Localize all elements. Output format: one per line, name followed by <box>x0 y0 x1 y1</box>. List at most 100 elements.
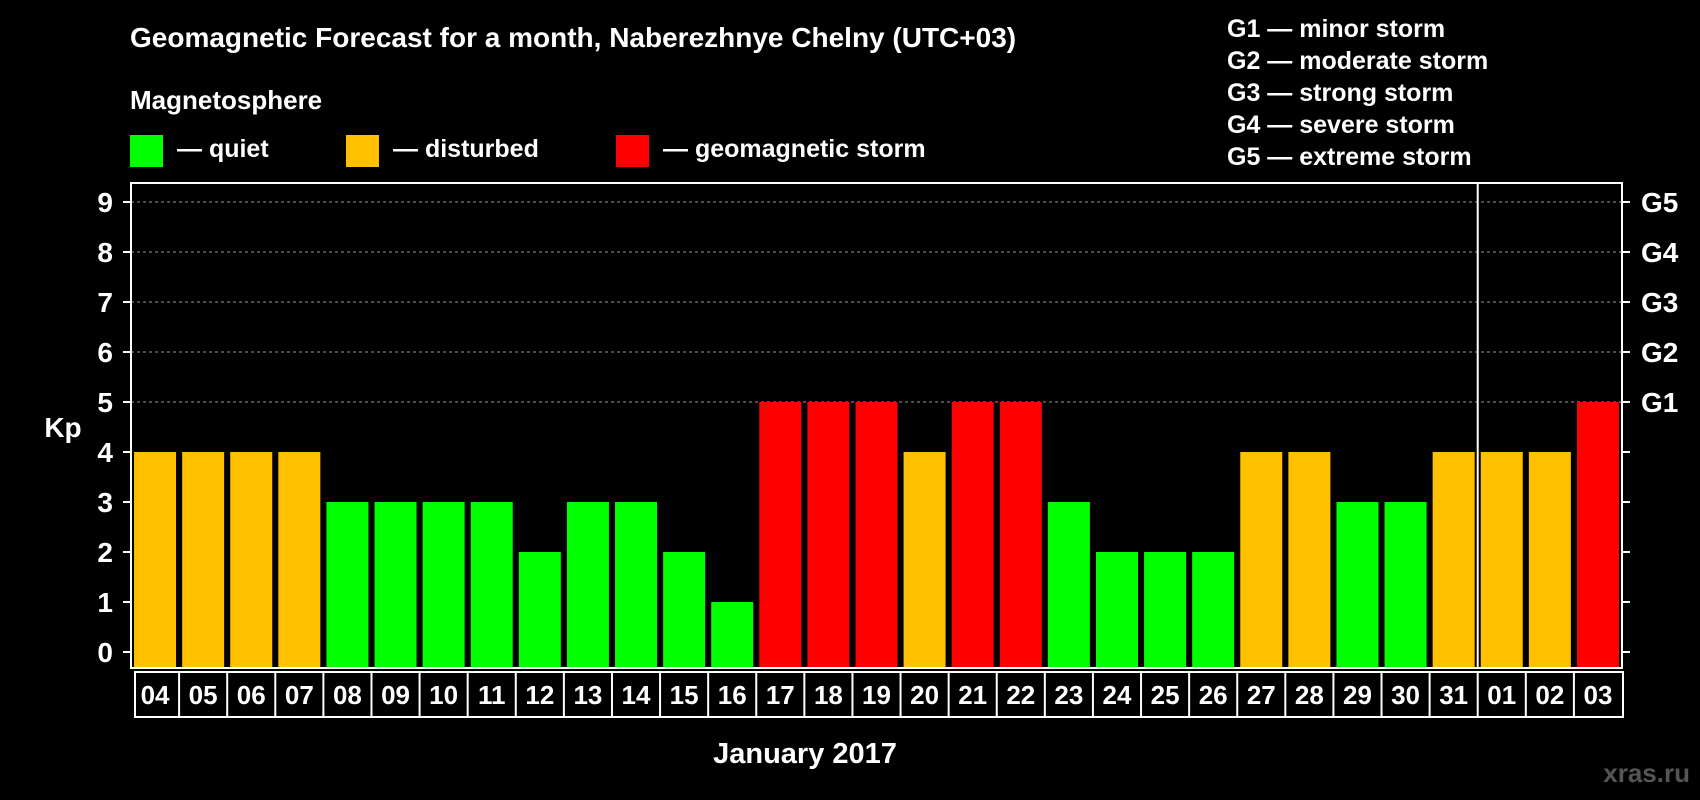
x-axis: 04 05 06 07 08 09 10 11 12 13 14 15 16 17 18 19 20 21 22 23… <box>134 671 1624 718</box>
storm-level-label: G3 <box>1641 287 1678 318</box>
x-tick-label: 20 <box>910 680 939 710</box>
storm-level-label: G2 <box>1641 337 1678 368</box>
x-tick-label: 23 <box>1054 680 1083 710</box>
x-tick-label: 05 <box>189 680 218 710</box>
bar-12 <box>518 552 561 668</box>
y-tick-label: 9 <box>97 187 113 218</box>
x-tick-label: 09 <box>381 680 410 710</box>
bar-24 <box>1095 552 1138 668</box>
chart-title: Geomagnetic Forecast for a month, Nabere… <box>130 22 1016 53</box>
x-tick-label: 25 <box>1151 680 1180 710</box>
x-tick-label: 01 <box>1487 680 1516 710</box>
legend-swatch <box>346 135 379 167</box>
y-tick-label: 4 <box>97 437 113 468</box>
x-tick-label: 19 <box>862 680 891 710</box>
bar-17 <box>759 402 802 668</box>
x-tick-label: 02 <box>1535 680 1564 710</box>
storm-level-label: G5 <box>1641 187 1678 218</box>
x-tick-label: 16 <box>718 680 747 710</box>
legend-swatch <box>130 135 163 167</box>
storm-scale-legend: G1 — minor storm G2 — moderate storm G3 — … <box>1227 15 1488 171</box>
legend-label: — geomagnetic storm <box>663 135 926 163</box>
bar-29 <box>1336 502 1379 668</box>
bar-26 <box>1192 552 1235 668</box>
plot-frame <box>130 182 1623 669</box>
bar-22 <box>999 402 1042 668</box>
bar-01 <box>1480 452 1523 668</box>
watermark: xras.ru <box>1603 758 1690 788</box>
x-tick-label: 07 <box>285 680 314 710</box>
bar-05 <box>182 452 225 668</box>
bar-13 <box>566 502 609 668</box>
bar-16 <box>711 602 754 668</box>
x-tick-label: 10 <box>429 680 458 710</box>
bar-18 <box>807 402 850 668</box>
x-tick-label: 26 <box>1199 680 1228 710</box>
bar-02 <box>1528 452 1571 668</box>
x-tick-label: 17 <box>766 680 795 710</box>
storm-scale-entry: G1 — minor storm <box>1227 15 1445 43</box>
y-tick-label: 1 <box>97 587 113 618</box>
bar-08 <box>326 502 369 668</box>
bar-19 <box>855 402 898 668</box>
bar-31 <box>1432 452 1475 668</box>
storm-level-label: G1 <box>1641 387 1678 418</box>
y-tick-label: 3 <box>97 487 113 518</box>
legend-label: — quiet <box>177 135 269 163</box>
bars <box>134 402 1619 668</box>
x-axis-label: January 2017 <box>713 738 897 770</box>
storm-level-label: G4 <box>1641 237 1679 268</box>
x-tick-label: 24 <box>1103 680 1132 710</box>
y-axis: 0 1 2 3 4 5 6 7 8 9 <box>97 187 131 668</box>
bar-03 <box>1576 402 1619 668</box>
bar-27 <box>1240 452 1283 668</box>
x-tick-label: 11 <box>478 680 506 710</box>
x-tick-label: 18 <box>814 680 843 710</box>
bar-15 <box>663 552 706 668</box>
bar-10 <box>422 502 465 668</box>
x-tick-label: 12 <box>525 680 554 710</box>
bar-09 <box>374 502 417 668</box>
bar-06 <box>230 452 273 668</box>
x-tick-label: 31 <box>1439 680 1468 710</box>
x-tick-label: 04 <box>141 680 170 710</box>
bar-11 <box>470 502 513 668</box>
grid-lines <box>131 201 1622 403</box>
bar-07 <box>278 452 321 668</box>
x-tick-label: 06 <box>237 680 266 710</box>
x-tick-label: 03 <box>1583 680 1612 710</box>
x-tick-label: 30 <box>1391 680 1420 710</box>
y-tick-label: 5 <box>97 387 113 418</box>
legend-label: — disturbed <box>393 135 539 163</box>
storm-scale-entry: G5 — extreme storm <box>1227 143 1472 171</box>
y-tick-label: 2 <box>97 537 113 568</box>
x-tick-label: 13 <box>573 680 602 710</box>
y-axis-label: Kp <box>44 412 81 443</box>
x-tick-label: 14 <box>622 680 651 710</box>
bar-30 <box>1384 502 1427 668</box>
x-axis-box <box>134 671 1624 718</box>
bar-28 <box>1288 452 1331 668</box>
bar-04 <box>134 452 177 668</box>
storm-scale-entry: G3 — strong storm <box>1227 79 1453 107</box>
legend-title: Magnetosphere <box>130 85 322 115</box>
x-tick-label: 29 <box>1343 680 1372 710</box>
y-tick-label: 0 <box>97 637 113 668</box>
bar-23 <box>1047 502 1090 668</box>
plot-border <box>130 182 1623 669</box>
x-tick-label: 15 <box>670 680 699 710</box>
bar-14 <box>615 502 658 668</box>
storm-axis: G1 G2 G3 G4 G5 <box>1622 187 1679 653</box>
x-tick-label: 28 <box>1295 680 1324 710</box>
legend: — quiet — disturbed — geomagnetic storm <box>130 135 926 167</box>
x-tick-label: 08 <box>333 680 362 710</box>
y-tick-label: 6 <box>97 337 113 368</box>
y-tick-label: 7 <box>97 287 113 318</box>
x-tick-label: 21 <box>958 680 987 710</box>
bar-20 <box>903 452 946 668</box>
bar-25 <box>1144 552 1187 668</box>
legend-swatch <box>616 135 649 167</box>
storm-scale-entry: G4 — severe storm <box>1227 111 1455 139</box>
storm-scale-entry: G2 — moderate storm <box>1227 47 1488 75</box>
